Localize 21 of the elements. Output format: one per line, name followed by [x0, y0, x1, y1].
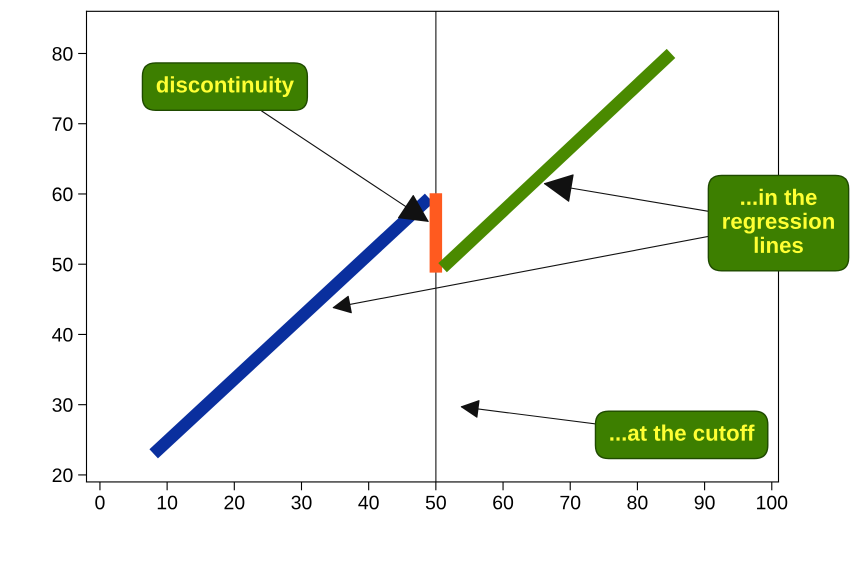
y-tick-label: 70 — [52, 117, 73, 131]
y-tick-label: 30 — [52, 398, 73, 412]
y-tick-label: 60 — [52, 187, 73, 202]
x-tick-label: 90 — [694, 496, 715, 510]
annotation: discontinuity — [156, 76, 294, 97]
x-tick-label: 40 — [358, 496, 379, 510]
y-tick-label: 40 — [52, 328, 73, 342]
x-tick-label: 50 — [426, 496, 446, 510]
x-tick-label: 60 — [493, 496, 514, 510]
annotation: ...in the regression lines — [723, 188, 834, 254]
x-tick-label: 100 — [757, 496, 788, 510]
x-tick-label: 30 — [291, 496, 312, 510]
x-tick-label: 70 — [560, 496, 580, 510]
y-tick-label: 80 — [52, 46, 73, 61]
annotation: ...at the cutoff — [610, 424, 755, 441]
y-tick-label: 20 — [52, 468, 73, 482]
y-tick-label: 50 — [52, 258, 73, 272]
x-tick-label: 10 — [158, 496, 178, 510]
x-tick-label: 20 — [224, 496, 244, 510]
x-tick-label: 80 — [627, 496, 648, 510]
x-tick-label: 0 — [95, 496, 105, 510]
